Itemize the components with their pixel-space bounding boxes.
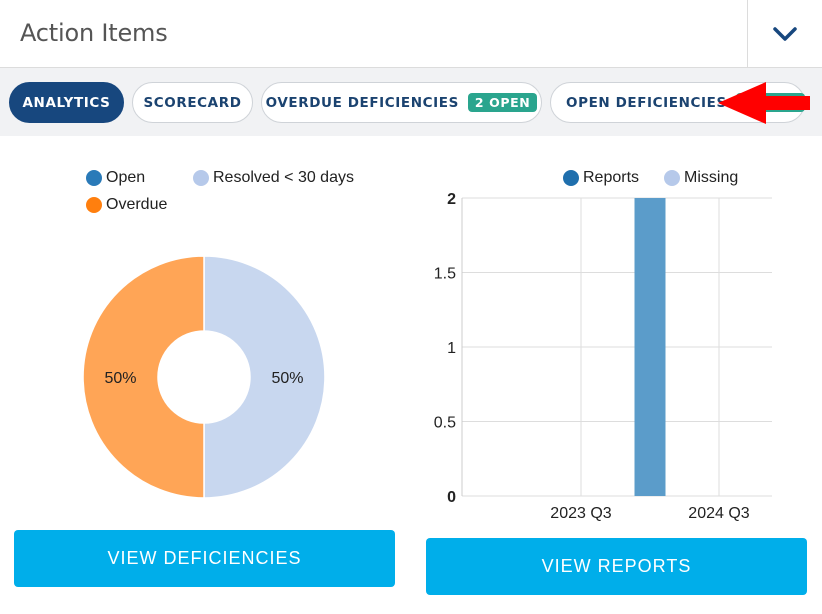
legend-item-missing: Missing <box>664 169 738 187</box>
donut-slice-overdue <box>82 255 205 499</box>
y-tick-label: 1.5 <box>434 266 456 283</box>
legend-dot <box>664 170 680 186</box>
tab-label: SCORECARD <box>143 94 242 111</box>
view-deficiencies-button[interactable]: VIEW DEFICIENCIES <box>14 530 395 587</box>
legend-item-resolved: Resolved < 30 days <box>193 169 354 187</box>
legend-label: Open <box>106 169 146 186</box>
x-tick-label: 2024 Q3 <box>688 505 749 522</box>
donut-slice-label: 50% <box>271 370 303 387</box>
donut-slice-resolved-30-days <box>203 255 326 499</box>
legend-dot <box>86 170 102 186</box>
bar-reports <box>634 198 666 496</box>
legend-dot <box>193 170 209 186</box>
panel-title: Action Items <box>20 19 168 47</box>
y-tick-label: 0 <box>447 489 456 506</box>
legend-label: Overdue <box>106 196 168 213</box>
tab-analytics[interactable]: ANALYTICS <box>9 82 124 123</box>
legend-label: Resolved < 30 days <box>213 169 354 186</box>
tab-overdue-deficiencies[interactable]: OVERDUE DEFICIENCIES 2 OPEN <box>261 82 542 123</box>
y-tick-label: 0.5 <box>434 415 456 432</box>
overdue-count-badge: 2 OPEN <box>467 93 538 112</box>
tab-label: OPEN DEFICIENCIES <box>566 94 727 111</box>
tab-label: ANALYTICS <box>22 94 111 111</box>
x-tick-label: 2023 Q3 <box>550 505 611 522</box>
legend-item-overdue: Overdue <box>86 196 167 214</box>
tabs-bar: ANALYTICS SCORECARD OVERDUE DEFICIENCIES… <box>0 68 822 136</box>
tab-scorecard[interactable]: SCORECARD <box>132 82 253 123</box>
collapse-button[interactable] <box>748 0 822 68</box>
deficiency-donut-chart: 50% 50% <box>82 255 326 499</box>
red-arrow-icon <box>718 82 810 124</box>
view-reports-button[interactable]: VIEW REPORTS <box>426 538 807 595</box>
legend-item-open: Open <box>86 169 145 187</box>
header-divider <box>747 0 748 68</box>
legend-dot <box>86 197 102 213</box>
legend-label: Missing <box>684 169 739 186</box>
reports-bar-chart: 0 0.5 1 1.5 2 2023 Q3 2024 Q3 <box>434 191 772 522</box>
y-tick-label: 1 <box>447 340 456 357</box>
chevron-down-icon <box>773 27 797 41</box>
legend-item-reports: Reports <box>563 169 639 187</box>
donut-slice-label: 50% <box>104 370 136 387</box>
panel-header: Action Items <box>0 0 822 68</box>
tab-label: OVERDUE DEFICIENCIES <box>265 94 459 111</box>
legend-dot <box>563 170 579 186</box>
y-tick-label: 2 <box>447 191 456 208</box>
legend-label: Reports <box>583 169 640 186</box>
